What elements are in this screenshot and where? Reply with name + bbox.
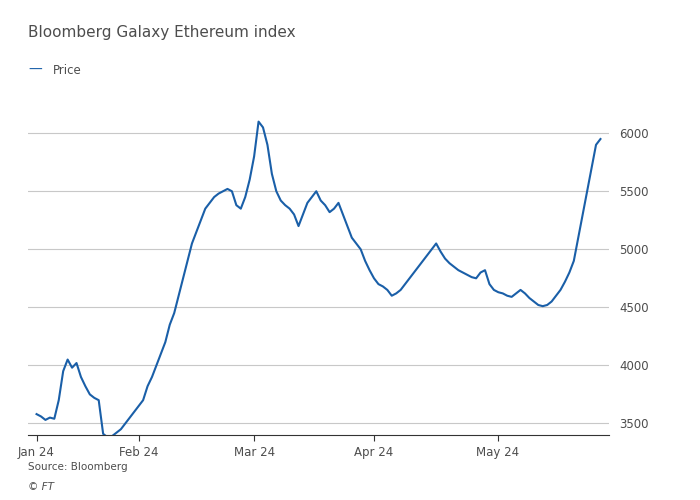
Text: Source: Bloomberg: Source: Bloomberg (28, 462, 127, 472)
Text: Bloomberg Galaxy Ethereum index: Bloomberg Galaxy Ethereum index (28, 25, 295, 40)
Text: —: — (28, 63, 42, 77)
Text: Price: Price (52, 64, 81, 76)
Text: © FT: © FT (28, 482, 54, 492)
